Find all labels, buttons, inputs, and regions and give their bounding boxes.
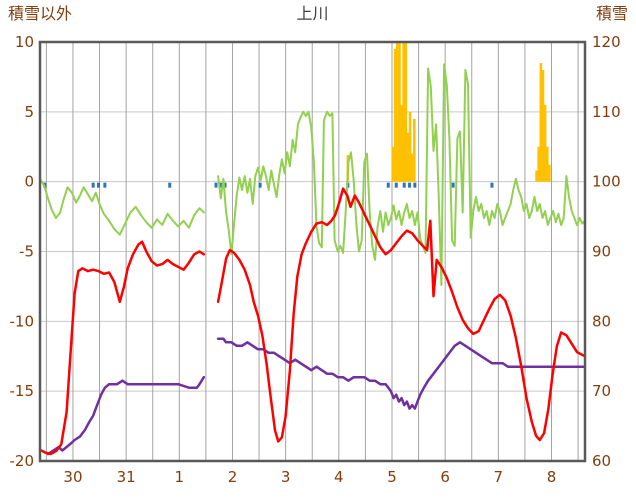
left-axis-tick-label: -20 [10,452,35,470]
right-axis-tick-label: 80 [592,312,611,330]
right-axis-tick-label: 120 [592,33,621,51]
left-axis-tick-labels: 10 5 0 -5 -10 -15 -20 [10,33,35,470]
x-axis-tick-label: 8 [547,468,557,486]
x-axis-tick-label: 4 [334,468,344,486]
right-axis-tick-label: 100 [592,173,621,191]
blue-tick-mark [258,182,262,188]
x-axis-tick-label: 3 [281,468,291,486]
right-axis-tick-label: 60 [592,452,611,470]
blue-tick-mark [394,182,398,188]
left-axis-title: 積雪以外 [8,4,73,23]
purple-line-series [46,337,587,456]
plot-border [38,40,587,463]
blue-tick-mark [214,182,218,188]
x-axis-tick-label: 31 [117,468,136,486]
left-axis-tick-label: -5 [19,243,34,261]
orange-bar [402,42,405,182]
blue-tick-mark [103,182,107,188]
orange-bars [346,42,551,182]
blue-tick-mark [223,182,227,188]
left-axis-tick-label: 10 [15,33,34,51]
left-axis-tick-label: -10 [10,312,35,330]
right-axis-title: 積雪 [595,4,628,23]
orange-bar [413,118,416,182]
vertical-gridlines [45,42,579,461]
orange-bar [398,42,401,182]
left-axis-tick-label: -15 [10,382,35,400]
orange-bar [543,104,547,182]
blue-tick-mark [490,182,494,188]
blue-tick-mark [413,182,417,188]
x-axis-tick-label: 6 [440,468,450,486]
left-axis-tick-label: 5 [24,103,34,121]
x-axis-tick-label: 5 [387,468,397,486]
blue-tick-mark [168,182,172,188]
x-axis-tick-label: 1 [175,468,185,486]
x-axis-tick-label: 7 [494,468,504,486]
orange-bar [408,111,412,182]
orange-bar [548,164,551,182]
x-axis-tick-label: 30 [63,468,82,486]
right-axis-tick-label: 110 [592,103,621,121]
orange-bar [545,146,549,182]
orange-bar [406,132,410,182]
x-axis-tick-label: 2 [228,468,238,486]
blue-tick-mark [96,182,100,188]
orange-bar [393,48,397,182]
blue-tick-mark [408,182,412,188]
right-axis-tick-label: 90 [592,243,611,261]
blue-tick-mark [386,182,390,188]
blue-tick-mark [91,182,95,188]
green-line-series [39,63,586,286]
blue-tick-mark [402,182,406,188]
orange-bar [404,42,408,182]
orange-bar [535,170,538,182]
right-axis-tick-labels: 120 110 100 90 80 70 60 [592,33,621,470]
orange-bar [537,146,541,182]
orange-bar [539,62,543,182]
x-axis-tick-labels: 30 31 1 2 3 4 5 6 7 8 [63,468,556,486]
orange-bar [541,69,545,182]
blue-tick-mark [451,182,455,188]
chart-title: 上川 [296,4,329,23]
left-axis-tick-label: 0 [24,173,34,191]
blue-tick-mark [219,182,223,188]
right-axis-tick-label: 70 [592,382,611,400]
orange-bar [400,104,403,182]
orange-bar [410,153,414,182]
orange-bar [391,146,395,182]
orange-bar [396,42,399,182]
red-line-series [38,187,587,456]
